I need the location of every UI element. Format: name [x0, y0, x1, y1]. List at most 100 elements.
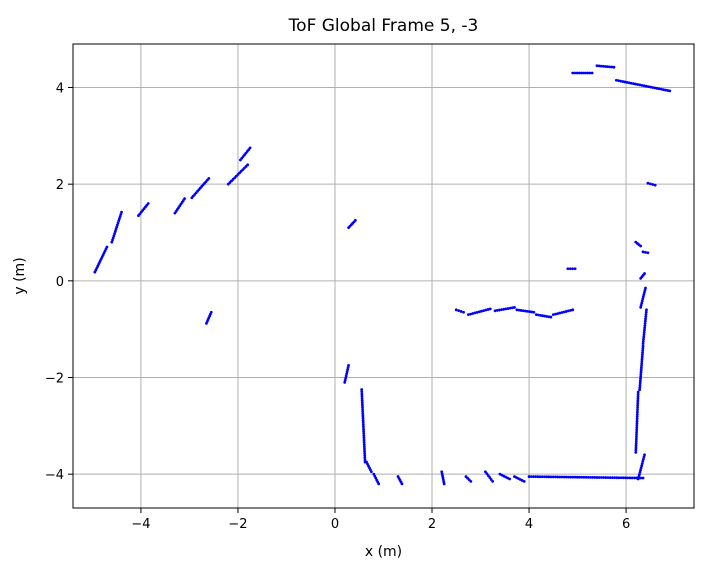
data-point — [617, 79, 620, 83]
data-point — [146, 202, 150, 205]
data-point — [484, 308, 488, 312]
data-point — [346, 368, 349, 372]
data-point — [643, 319, 647, 323]
data-point — [608, 65, 612, 69]
data-point — [473, 311, 477, 315]
data-point — [639, 370, 643, 374]
data-point — [639, 468, 642, 472]
data-point — [625, 80, 629, 84]
data-point — [639, 244, 643, 248]
data-point — [536, 475, 540, 479]
data-point — [640, 299, 644, 303]
data-point — [119, 212, 123, 216]
data-point — [361, 418, 365, 422]
data-point — [653, 183, 657, 187]
data-point — [621, 80, 625, 83]
data-point — [248, 146, 252, 150]
data-point — [639, 366, 643, 370]
data-point — [361, 423, 365, 427]
data-point — [626, 476, 630, 480]
data-point — [635, 412, 639, 416]
data-point — [530, 310, 534, 314]
data-point — [646, 181, 650, 185]
data-point — [360, 394, 364, 398]
data-point — [634, 82, 637, 86]
data-point — [634, 439, 638, 443]
data-point — [363, 447, 366, 451]
data-point — [469, 312, 472, 316]
data-point — [246, 163, 250, 167]
data-point — [488, 476, 492, 479]
data-point — [641, 346, 645, 350]
data-point — [361, 412, 365, 416]
x-tick-label: −2 — [228, 517, 247, 532]
y-tick-label: −4 — [45, 468, 64, 483]
data-point — [595, 476, 599, 479]
data-point — [113, 232, 116, 236]
data-point — [639, 375, 643, 378]
data-point — [483, 470, 487, 474]
data-point — [657, 87, 661, 91]
data-point — [643, 288, 647, 292]
data-point — [610, 476, 614, 480]
data-point — [644, 312, 648, 316]
data-point — [634, 437, 638, 441]
data-point — [344, 376, 348, 380]
data-point — [517, 308, 521, 312]
data-point — [619, 79, 623, 83]
data-point — [619, 476, 623, 480]
y-axis-label: y (m) — [12, 257, 28, 294]
data-point — [606, 65, 609, 69]
data-point — [346, 366, 350, 369]
data-point — [648, 182, 652, 186]
data-point — [630, 476, 634, 480]
data-point — [362, 429, 366, 433]
data-point — [590, 71, 594, 75]
data-point — [560, 311, 564, 314]
data-point — [608, 476, 612, 480]
data-point — [627, 81, 631, 85]
data-point — [637, 473, 641, 477]
data-point — [519, 309, 523, 312]
data-point — [641, 476, 645, 480]
data-point — [638, 386, 642, 389]
data-point — [486, 474, 490, 478]
data-point — [526, 309, 529, 313]
data-point — [543, 314, 547, 318]
data-point — [377, 482, 381, 486]
data-point — [571, 71, 575, 75]
data-point — [111, 238, 114, 242]
data-point — [635, 430, 638, 434]
data-point — [632, 476, 636, 480]
data-point — [651, 183, 655, 186]
data-point — [571, 267, 575, 271]
data-point — [643, 326, 647, 330]
data-point — [360, 396, 364, 400]
data-point — [547, 315, 551, 319]
data-point — [112, 234, 116, 238]
data-point — [643, 290, 646, 294]
data-point — [573, 71, 577, 75]
data-point — [495, 309, 499, 312]
data-point — [651, 86, 655, 89]
data-point — [586, 71, 590, 75]
data-point — [362, 443, 366, 446]
data-point — [549, 475, 553, 479]
data-point — [480, 309, 483, 313]
data-point — [363, 449, 366, 453]
data-point — [634, 442, 638, 445]
data-point — [116, 221, 120, 225]
data-point — [641, 351, 644, 355]
data-point — [547, 475, 551, 479]
data-point — [360, 388, 364, 391]
data-point — [513, 306, 516, 309]
data-point — [515, 308, 519, 312]
data-point — [361, 410, 365, 413]
data-point — [504, 307, 508, 311]
data-point — [640, 353, 644, 357]
data-point — [634, 446, 638, 450]
data-point — [566, 267, 570, 271]
data-point — [111, 236, 115, 240]
data-point — [635, 419, 639, 423]
data-point — [361, 414, 365, 418]
